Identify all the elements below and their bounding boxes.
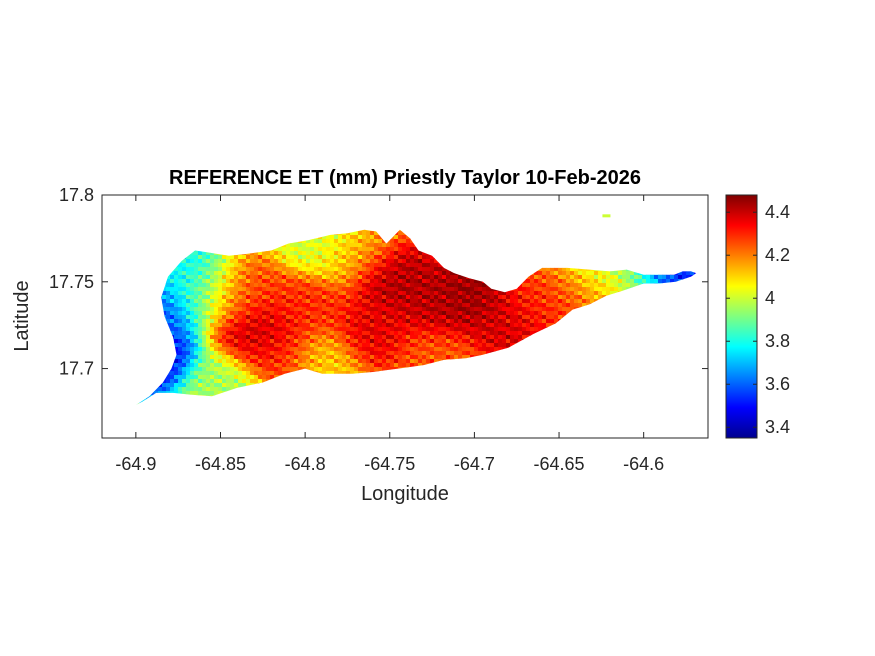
colorbar-ticks: 3.4 3.6 3.8 4 4.2 4.4 — [726, 202, 790, 437]
x-tick-label: -64.6 — [623, 454, 664, 474]
x-tick-label: -64.65 — [534, 454, 585, 474]
plot-frame — [101, 194, 709, 439]
y-axis-label: Latitude — [11, 280, 33, 351]
x-tick-label: -64.7 — [454, 454, 495, 474]
islet-patch — [602, 214, 611, 218]
x-axis-label: Longitude — [361, 483, 449, 505]
colorbar-tick-label: 3.4 — [765, 417, 790, 437]
y-tick-label: 17.8 — [59, 185, 94, 205]
colorbar-tick-label: 3.8 — [765, 331, 790, 351]
x-tick-label: -64.9 — [115, 454, 156, 474]
chart-title: REFERENCE ET (mm) Priestly Taylor 10-Feb… — [169, 167, 641, 189]
x-tick-label: -64.85 — [195, 454, 246, 474]
colorbar — [725, 194, 758, 439]
et-heatmap — [135, 214, 697, 405]
x-tick-label: -64.75 — [364, 454, 415, 474]
colorbar-tick-label: 3.6 — [765, 374, 790, 394]
colorbar-tick-label: 4.2 — [765, 245, 790, 265]
x-axis: -64.9 -64.85 -64.8 -64.75 -64.7 -64.65 -64.6 — [115, 195, 664, 474]
y-tick-label: 17.75 — [49, 272, 94, 292]
y-tick-label: 17.7 — [59, 359, 94, 379]
x-tick-label: -64.8 — [285, 454, 326, 474]
colorbar-tick-label: 4.4 — [765, 202, 790, 222]
colorbar-tick-label: 4 — [765, 288, 775, 308]
y-axis: 17.7 17.75 17.8 — [49, 185, 708, 379]
